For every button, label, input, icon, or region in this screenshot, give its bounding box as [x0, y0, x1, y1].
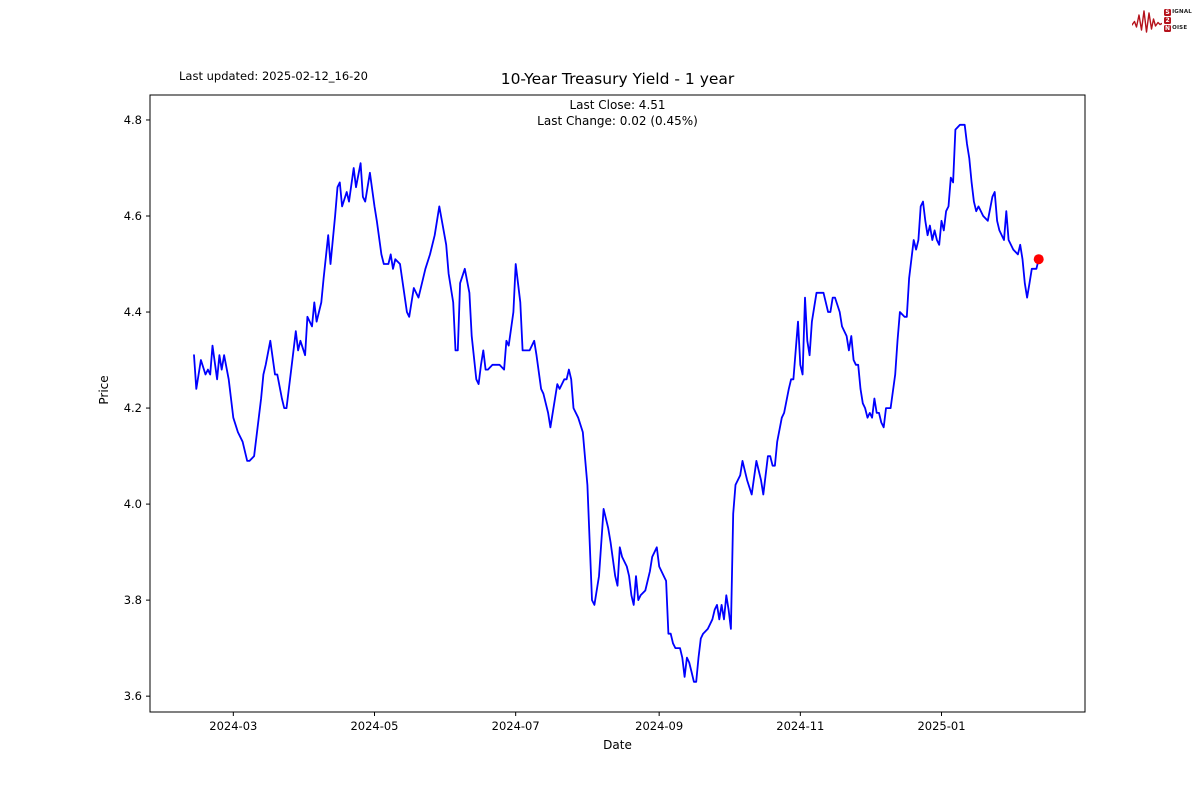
x-tick-label: 2024-03	[209, 719, 257, 733]
last-change-text: Last Change: 0.02 (0.45%)	[537, 113, 698, 128]
yield-series-line	[193, 123, 1040, 683]
y-tick-label: 4.6	[124, 209, 142, 223]
y-tick-label: 4.8	[124, 113, 142, 127]
chart-subtitle: Last Close: 4.51 Last Change: 0.02 (0.45…	[150, 98, 1085, 129]
logo-row-noise: N OISE	[1164, 24, 1192, 32]
plot-frame	[149, 94, 1086, 713]
y-tick-label: 4.4	[124, 305, 142, 319]
x-tick-label: 2024-09	[635, 719, 683, 733]
logo-digit-2: 2	[1164, 16, 1172, 24]
logo-letter-s: S	[1164, 8, 1172, 16]
logo-letter-n: N	[1164, 24, 1172, 32]
last-close-text: Last Close: 4.51	[569, 98, 666, 112]
last-updated-label: Last updated: 2025-02-12_16-20	[179, 69, 368, 83]
x-tick-label: 2025-01	[917, 719, 965, 733]
signal2noise-logo: S IGNAL 2 N OISE	[1132, 5, 1192, 35]
logo-text-oise: OISE	[1172, 25, 1188, 31]
x-tick-label: 2024-05	[350, 719, 398, 733]
y-tick-label: 4.0	[124, 497, 142, 511]
x-axis-label: Date	[603, 738, 632, 752]
logo-text-ignal: IGNAL	[1172, 9, 1192, 15]
logo-row-signal: S IGNAL	[1164, 8, 1192, 16]
y-tick-label: 4.2	[124, 401, 142, 415]
y-axis-label: Price	[97, 375, 111, 405]
last-close-marker	[1033, 254, 1044, 265]
logo-row-2: 2	[1164, 16, 1192, 24]
x-tick-label: 2024-07	[492, 719, 540, 733]
y-tick-label: 3.6	[124, 689, 142, 703]
ekg-waveform-icon	[1132, 10, 1163, 33]
y-tick-label: 3.8	[124, 593, 142, 607]
chart-title: 10-Year Treasury Yield - 1 year	[500, 70, 735, 88]
x-tick-label: 2024-11	[776, 719, 824, 733]
logo-wordmark: S IGNAL 2 N OISE	[1164, 8, 1192, 32]
